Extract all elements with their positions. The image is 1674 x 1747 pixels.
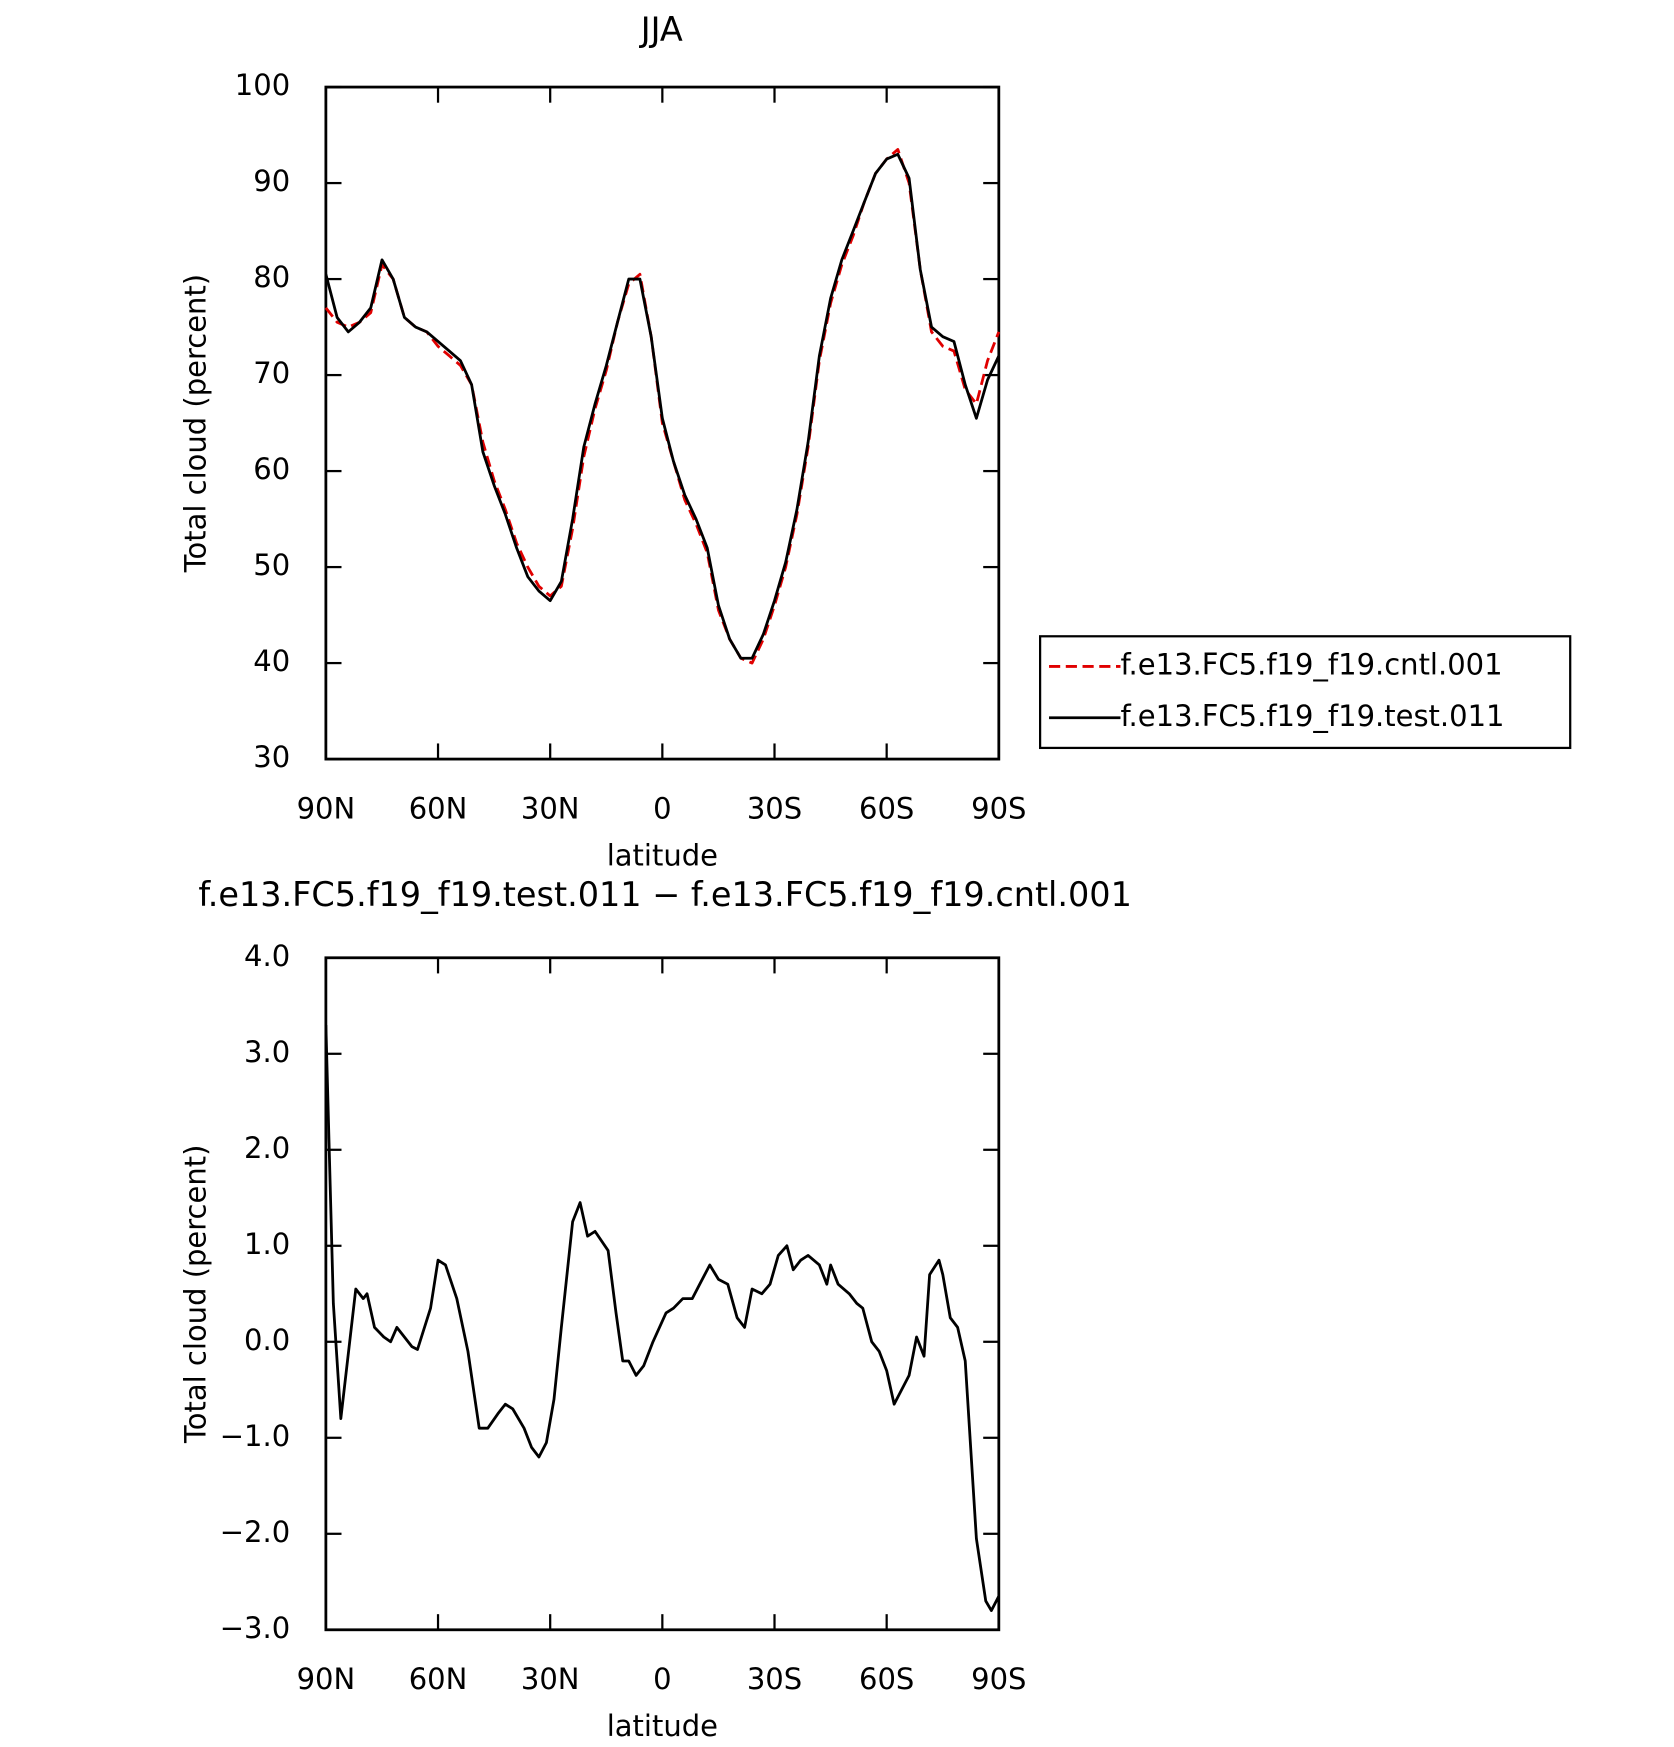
y-tick-label: −1.0 [220,1419,290,1453]
x-tick-label: 30S [747,791,802,825]
y-tick-label: 1.0 [244,1227,290,1261]
legend-label: f.e13.FC5.f19_f19.cntl.001 [1120,647,1502,681]
x-axis-label: latitude [607,1709,718,1743]
x-axis-label: latitude [607,838,718,872]
y-tick-label: 4.0 [244,939,290,973]
y-tick-label: 70 [253,356,290,390]
y-axis-label: Total cloud (percent) [179,1145,213,1444]
y-tick-label: 0.0 [244,1323,290,1357]
x-tick-label: 90S [971,791,1026,825]
y-tick-label: 90 [253,164,290,198]
x-tick-label: 0 [653,791,671,825]
x-tick-label: 30S [747,1662,802,1696]
x-tick-label: 90N [297,1662,356,1696]
y-tick-label: 30 [253,740,290,774]
y-tick-label: −2.0 [220,1515,290,1549]
x-tick-label: 30N [521,1662,580,1696]
x-tick-label: 60S [859,791,914,825]
y-tick-label: 100 [235,68,290,102]
data-line [324,1024,1001,1612]
data-line [324,148,1001,665]
y-axis-label: Total cloud (percent) [179,274,213,573]
chart-title: f.e13.FC5.f19_f19.test.011 − f.e13.FC5.f… [198,875,1132,914]
x-tick-label: 30N [521,791,580,825]
data-line [324,152,1001,660]
y-tick-label: 3.0 [244,1035,290,1069]
legend-box [1038,635,1572,750]
x-tick-label: 60N [409,1662,468,1696]
y-tick-label: 60 [253,452,290,486]
y-tick-label: 80 [253,260,290,294]
y-tick-label: 50 [253,548,290,582]
y-tick-label: 2.0 [244,1131,290,1165]
x-tick-label: 90S [971,1662,1026,1696]
legend-label: f.e13.FC5.f19_f19.test.011 [1120,699,1504,733]
plot-frame [324,956,1001,1632]
y-tick-label: −3.0 [220,1611,290,1645]
x-tick-label: 60S [859,1662,914,1696]
chart-title: JJA [639,10,683,49]
x-tick-label: 60N [409,791,468,825]
x-tick-label: 0 [653,1662,671,1696]
y-tick-label: 40 [253,644,290,678]
x-tick-label: 90N [297,791,356,825]
